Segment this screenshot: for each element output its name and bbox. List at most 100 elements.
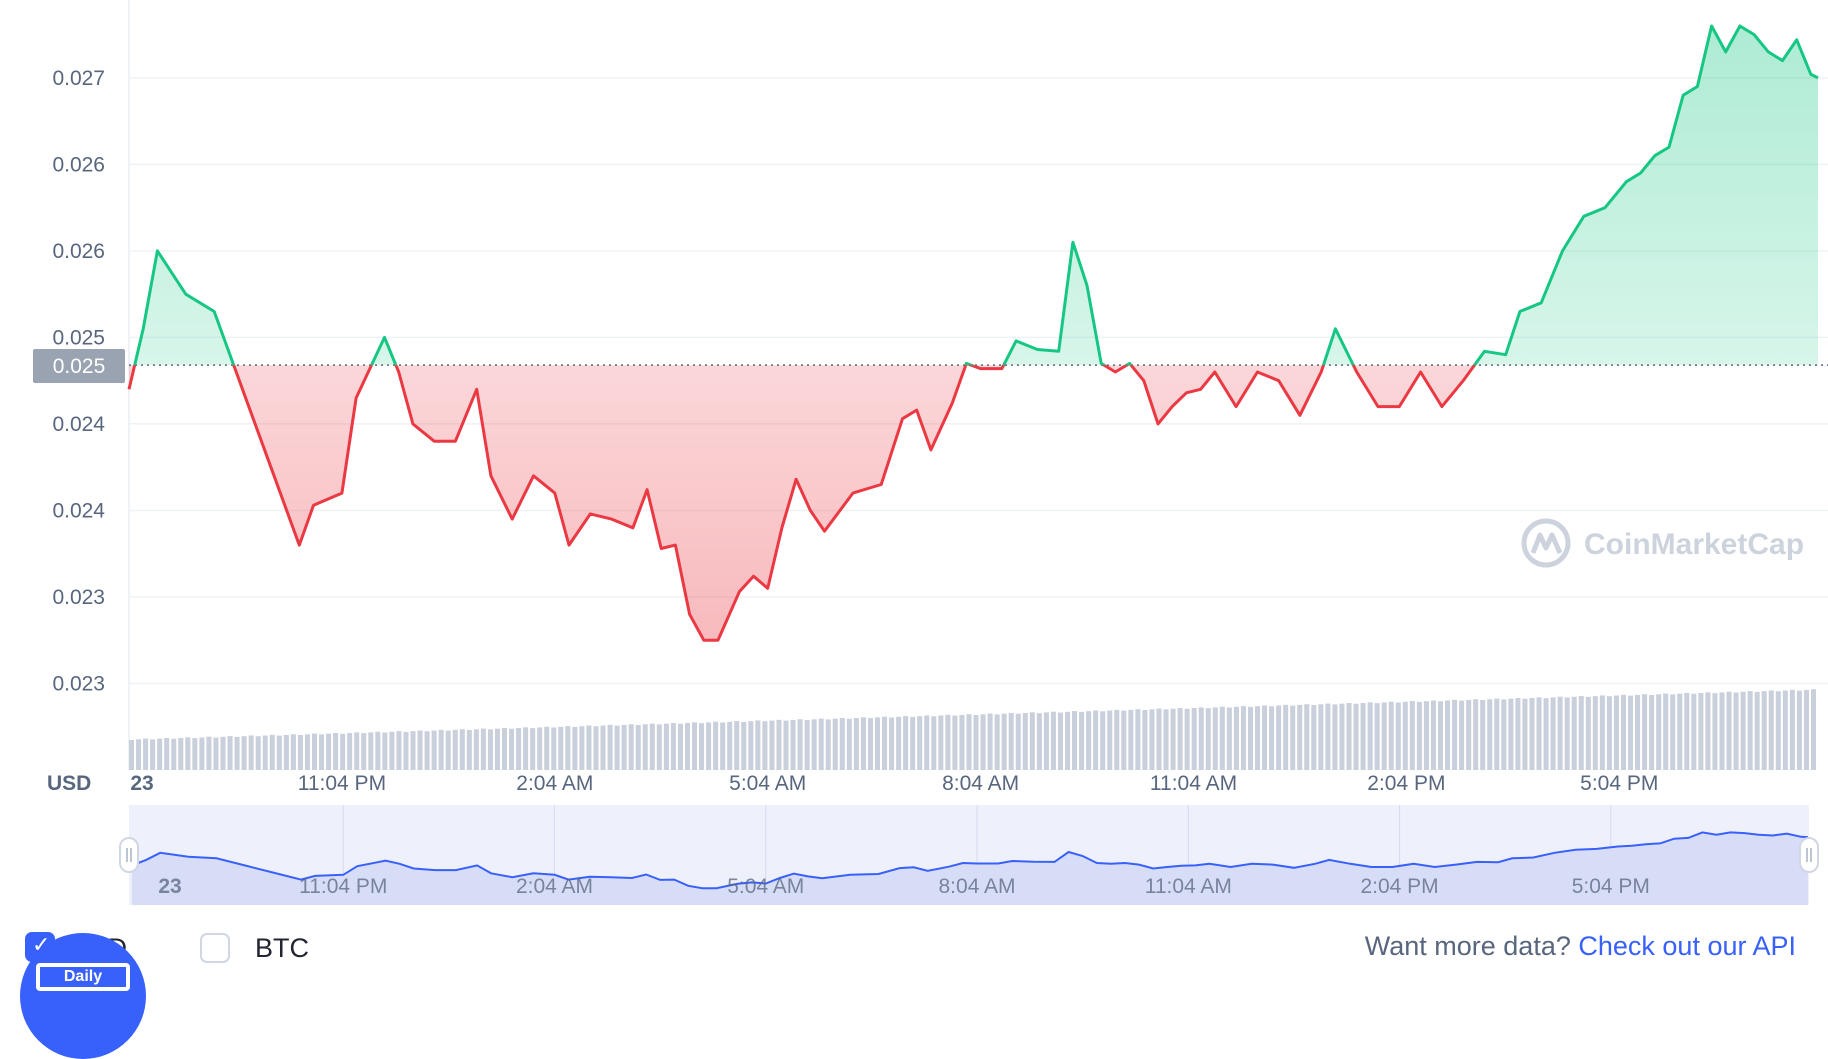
volume-bar [1149,709,1155,770]
volume-bar [1191,708,1197,770]
volume-bar [164,737,170,770]
volume-bar [1311,705,1317,770]
volume-bar [1036,713,1042,770]
volume-bar [234,736,240,770]
x-tick-label: 11:04 PM [298,772,386,795]
navigator-x-tick-label: 5:04 PM [1572,875,1650,898]
volume-bar [269,734,275,770]
volume-bar [452,729,458,770]
navigator-x-ticks: 23 11:04 PM 2:04 AM 5:04 AM 8:04 AM 11:04 AM 2… [158,875,1650,898]
volume-bar [424,731,430,770]
btc-checkbox[interactable] [200,933,230,963]
volume-bar [1733,692,1739,770]
volume-bar [642,724,648,770]
volume-bar [417,730,423,770]
volume-bar [326,733,332,770]
volume-bar [1170,708,1176,770]
volume-bar [1613,695,1619,770]
volume-bar [1719,692,1725,770]
volume-bar [143,738,149,770]
volume-bar [924,715,930,770]
volume-bar [783,720,789,770]
volume-bar [1135,709,1141,770]
volume-bar [171,738,177,770]
daily-badge[interactable]: Daily [20,933,146,1059]
price-line-up [133,24,1819,366]
volume-bar [530,728,536,770]
volume-bar [1445,700,1451,770]
x-tick-label: 11:04 AM [1150,772,1237,795]
volume-bar [692,722,698,770]
volume-bar [487,729,493,770]
volume-bar [1459,700,1465,770]
volume-bar [1276,705,1282,770]
volume-bar [199,737,205,770]
volume-bar [853,718,859,770]
volume-bar [150,739,156,770]
volume-bar [1346,702,1352,770]
volume-bar [1079,711,1085,770]
volume-bar [1487,699,1493,770]
coinmarketcap-watermark: CoinMarketCap [1521,518,1804,568]
volume-bar [1578,696,1584,770]
volume-bar [1156,708,1162,770]
volume-bar [952,715,958,770]
x-tick-label: 23 [130,772,153,795]
volume-bar [839,717,845,770]
volume-bar [832,718,838,770]
volume-bar [1374,703,1380,770]
volume-bar [178,738,184,770]
volume-bar [1283,704,1289,770]
volume-bar [1409,701,1415,770]
volume-bar [157,738,163,770]
volume-bar [368,732,374,770]
volume-bar [1177,707,1183,770]
volume-bar [361,733,367,770]
volume-bar [586,725,592,770]
volume-bar [1008,712,1014,770]
volume-bar [1515,697,1521,770]
api-prompt: Want more data? [1364,931,1571,961]
volume-bar [1402,701,1408,770]
volume-bar [1726,691,1732,770]
reference-price-badge: 0.025 [33,349,125,383]
volume-bar [1325,703,1331,770]
volume-bar [600,725,606,770]
volume-bar [867,718,873,770]
volume-bar [375,731,381,770]
y-tick-label: 0.024 [52,499,105,522]
volume-bar [628,724,634,770]
x-axis-ticks: 23 11:04 PM 2:04 AM 5:04 AM 8:04 AM 11:04 AM 2… [130,772,1658,795]
range-navigator[interactable]: 23 11:04 PM 2:04 AM 5:04 AM 8:04 AM 11:04 AM 2… [119,805,1819,905]
volume-bar [699,723,705,770]
volume-bar [1747,691,1753,770]
y-tick-label: 0.026 [52,240,105,263]
navigator-area [132,832,1808,905]
volume-bar [917,716,923,770]
volume-bar [931,716,937,770]
y-axis-ticks: 0.027 0.026 0.026 0.025 0.024 0.024 0.023 0.023 [52,67,105,696]
y-tick-label: 0.023 [52,672,105,695]
volume-bar [1775,691,1781,770]
volume-bar [980,714,986,770]
api-link[interactable]: Check out our API [1578,931,1796,961]
volume-bar [804,720,810,770]
navigator-left-handle[interactable] [119,837,139,873]
volume-bar [1508,698,1514,770]
svg-text:CoinMarketCap: CoinMarketCap [1584,528,1804,561]
volume-bar [903,716,909,770]
navigator-x-tick-label: 11:04 AM [1145,875,1232,898]
volume-bar [1226,707,1232,770]
navigator-x-tick-label: 8:04 AM [939,875,1016,898]
volume-bar [1029,712,1035,770]
volume-bar [333,732,339,770]
volume-bar [945,714,951,770]
volume-bar [1761,691,1767,770]
navigator-right-handle[interactable] [1799,837,1819,873]
volume-bar [1255,706,1261,770]
volume-bar [1388,701,1394,770]
price-area-up [129,26,1818,366]
svg-text:0.025: 0.025 [53,355,106,378]
volume-bar [1072,711,1078,770]
volume-bar [741,721,747,770]
